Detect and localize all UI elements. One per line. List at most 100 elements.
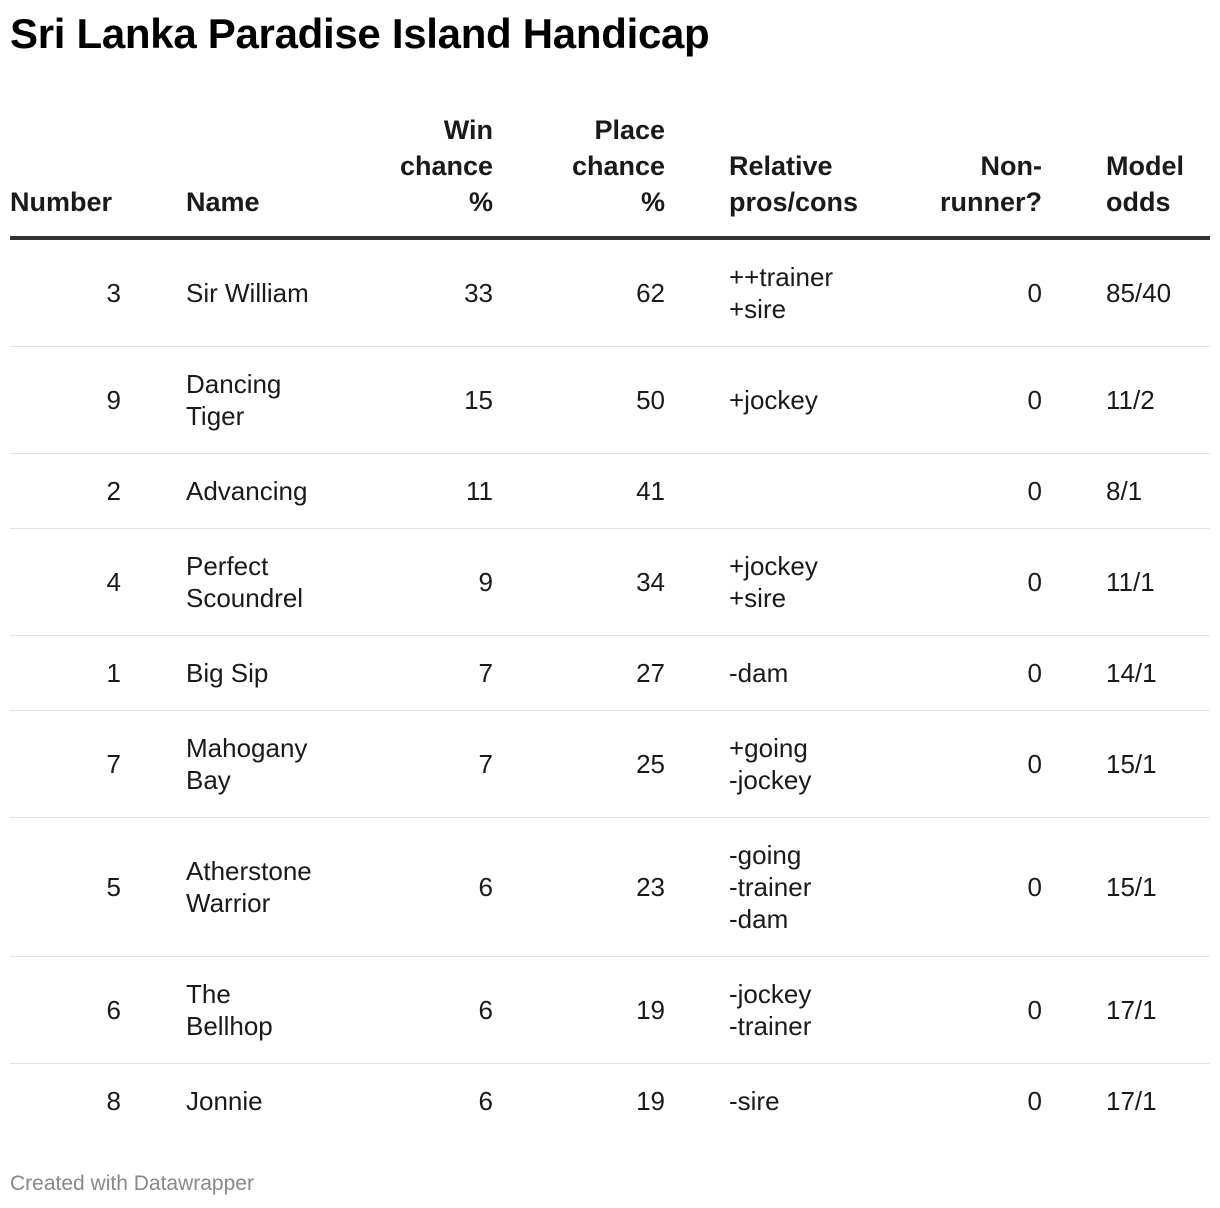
cell-model-odds: 8/1 xyxy=(1106,453,1210,529)
cell-spacer xyxy=(1042,346,1106,454)
cell-spacer xyxy=(1042,528,1106,636)
table-row: 3 Sir William 33 62 ++trainer +sire 0 85… xyxy=(10,238,1210,347)
cell-number: 5 xyxy=(10,817,121,957)
cell-spacer xyxy=(1042,1064,1106,1139)
cell-place-chance: 19 xyxy=(493,956,665,1064)
cell-spacer xyxy=(121,1064,186,1139)
cell-model-odds: 15/1 xyxy=(1106,817,1210,957)
header-name[interactable]: Name xyxy=(186,112,347,240)
cell-non-runner: 0 xyxy=(909,528,1042,636)
cell-name: The Bellhop xyxy=(186,956,347,1064)
cell-place-chance: 41 xyxy=(493,453,665,529)
cell-name: Atherstone Warrior xyxy=(186,817,347,957)
cell-spacer xyxy=(1042,956,1106,1064)
cell-name: Dancing Tiger xyxy=(186,346,347,454)
cell-place-chance: 50 xyxy=(493,346,665,454)
cell-spacer xyxy=(1042,635,1106,711)
cell-win-chance: 6 xyxy=(478,1086,493,1116)
cell-spacer xyxy=(121,817,186,957)
cell-place-chance: 34 xyxy=(493,528,665,636)
cell-non-runner: 0 xyxy=(1027,1086,1042,1116)
cell-place-chance: 19 xyxy=(636,1086,665,1116)
cell-spacer xyxy=(121,238,186,347)
cell-relative-pros-cons: ++trainer +sire xyxy=(729,238,909,347)
cell-number: 4 xyxy=(10,528,121,636)
cell-name: Advancing xyxy=(186,453,347,529)
table-row: 8 Jonnie 6 19 -sire 0 17/1 xyxy=(10,1064,1210,1139)
cell-spacer xyxy=(121,528,186,636)
cell-spacer xyxy=(121,453,186,529)
cell-relative-pros-cons: -jockey -trainer xyxy=(729,956,909,1064)
header-spacer xyxy=(1042,112,1106,240)
cell-spacer xyxy=(1042,817,1106,957)
cell-number: 8 xyxy=(106,1086,121,1116)
table-row: 4 Perfect Scoundrel 9 34 +jockey +sire 0… xyxy=(10,528,1210,636)
cell-spacer xyxy=(121,956,186,1064)
cell-spacer xyxy=(121,346,186,454)
cell-name: Mahogany Bay xyxy=(186,710,347,818)
cell-non-runner: 0 xyxy=(909,238,1042,347)
header-relative-pros-cons[interactable]: Relative pros/cons xyxy=(729,112,909,240)
cell-model-odds: 11/2 xyxy=(1106,346,1210,454)
cell-non-runner: 0 xyxy=(909,817,1042,957)
header-place-chance[interactable]: Place chance % xyxy=(493,112,665,240)
cell-place-chance: 23 xyxy=(493,817,665,957)
cell-model-odds: 11/1 xyxy=(1106,528,1210,636)
header-spacer xyxy=(121,112,186,240)
cell-relative-pros-cons: -sire xyxy=(729,1086,780,1116)
cell-non-runner: 0 xyxy=(909,710,1042,818)
table-row: 2 Advancing 11 41 0 8/1 xyxy=(10,453,1210,529)
cell-relative-pros-cons: +jockey xyxy=(729,346,909,454)
cell-name: Perfect Scoundrel xyxy=(186,528,347,636)
cell-win-chance: 15 xyxy=(347,346,493,454)
datawrapper-credit[interactable]: Created with Datawrapper xyxy=(10,1172,254,1195)
cell-spacer xyxy=(665,635,729,711)
cell-spacer xyxy=(1042,238,1106,347)
cell-spacer xyxy=(665,956,729,1064)
cell-number: 1 xyxy=(10,635,121,711)
cell-spacer xyxy=(1042,453,1106,529)
header-win-chance[interactable]: Win chance % xyxy=(347,112,493,240)
cell-spacer xyxy=(665,710,729,818)
cell-spacer xyxy=(665,528,729,636)
cell-model-odds: 85/40 xyxy=(1106,238,1210,347)
header-number[interactable]: Number xyxy=(10,112,121,240)
table-row: 9 Dancing Tiger 15 50 +jockey 0 11/2 xyxy=(10,346,1210,454)
cell-spacer xyxy=(665,238,729,347)
cell-relative-pros-cons: +going -jockey xyxy=(729,710,909,818)
header-spacer xyxy=(665,112,729,240)
cell-place-chance: 62 xyxy=(493,238,665,347)
cell-spacer xyxy=(1042,710,1106,818)
cell-place-chance: 27 xyxy=(493,635,665,711)
cell-relative-pros-cons: -dam xyxy=(729,635,909,711)
cell-relative-pros-cons: +jockey +sire xyxy=(729,528,909,636)
table-header-row: Number Name Win chance % Place chance % … xyxy=(10,112,1210,240)
cell-number: 6 xyxy=(10,956,121,1064)
results-table: Number Name Win chance % Place chance % … xyxy=(10,112,1210,1138)
cell-win-chance: 9 xyxy=(347,528,493,636)
cell-win-chance: 7 xyxy=(347,710,493,818)
cell-name: Jonnie xyxy=(186,1086,263,1116)
cell-non-runner: 0 xyxy=(909,453,1042,529)
cell-name: Big Sip xyxy=(186,635,347,711)
cell-win-chance: 6 xyxy=(347,956,493,1064)
cell-name: Sir William xyxy=(186,238,347,347)
cell-model-odds: 17/1 xyxy=(1106,956,1210,1064)
header-non-runner[interactable]: Non- runner? xyxy=(909,112,1042,240)
cell-model-odds: 15/1 xyxy=(1106,710,1210,818)
cell-win-chance: 6 xyxy=(347,817,493,957)
cell-number: 7 xyxy=(10,710,121,818)
cell-spacer xyxy=(665,1064,729,1139)
header-model-odds[interactable]: Model odds xyxy=(1106,112,1210,240)
table-row: 1 Big Sip 7 27 -dam 0 14/1 xyxy=(10,635,1210,711)
cell-spacer xyxy=(665,817,729,957)
cell-non-runner: 0 xyxy=(909,956,1042,1064)
cell-non-runner: 0 xyxy=(909,635,1042,711)
cell-spacer xyxy=(121,710,186,818)
cell-place-chance: 25 xyxy=(493,710,665,818)
cell-number: 2 xyxy=(10,453,121,529)
cell-number: 3 xyxy=(10,238,121,347)
cell-non-runner: 0 xyxy=(909,346,1042,454)
cell-relative-pros-cons: -going -trainer -dam xyxy=(729,817,909,957)
cell-model-odds: 14/1 xyxy=(1106,635,1210,711)
